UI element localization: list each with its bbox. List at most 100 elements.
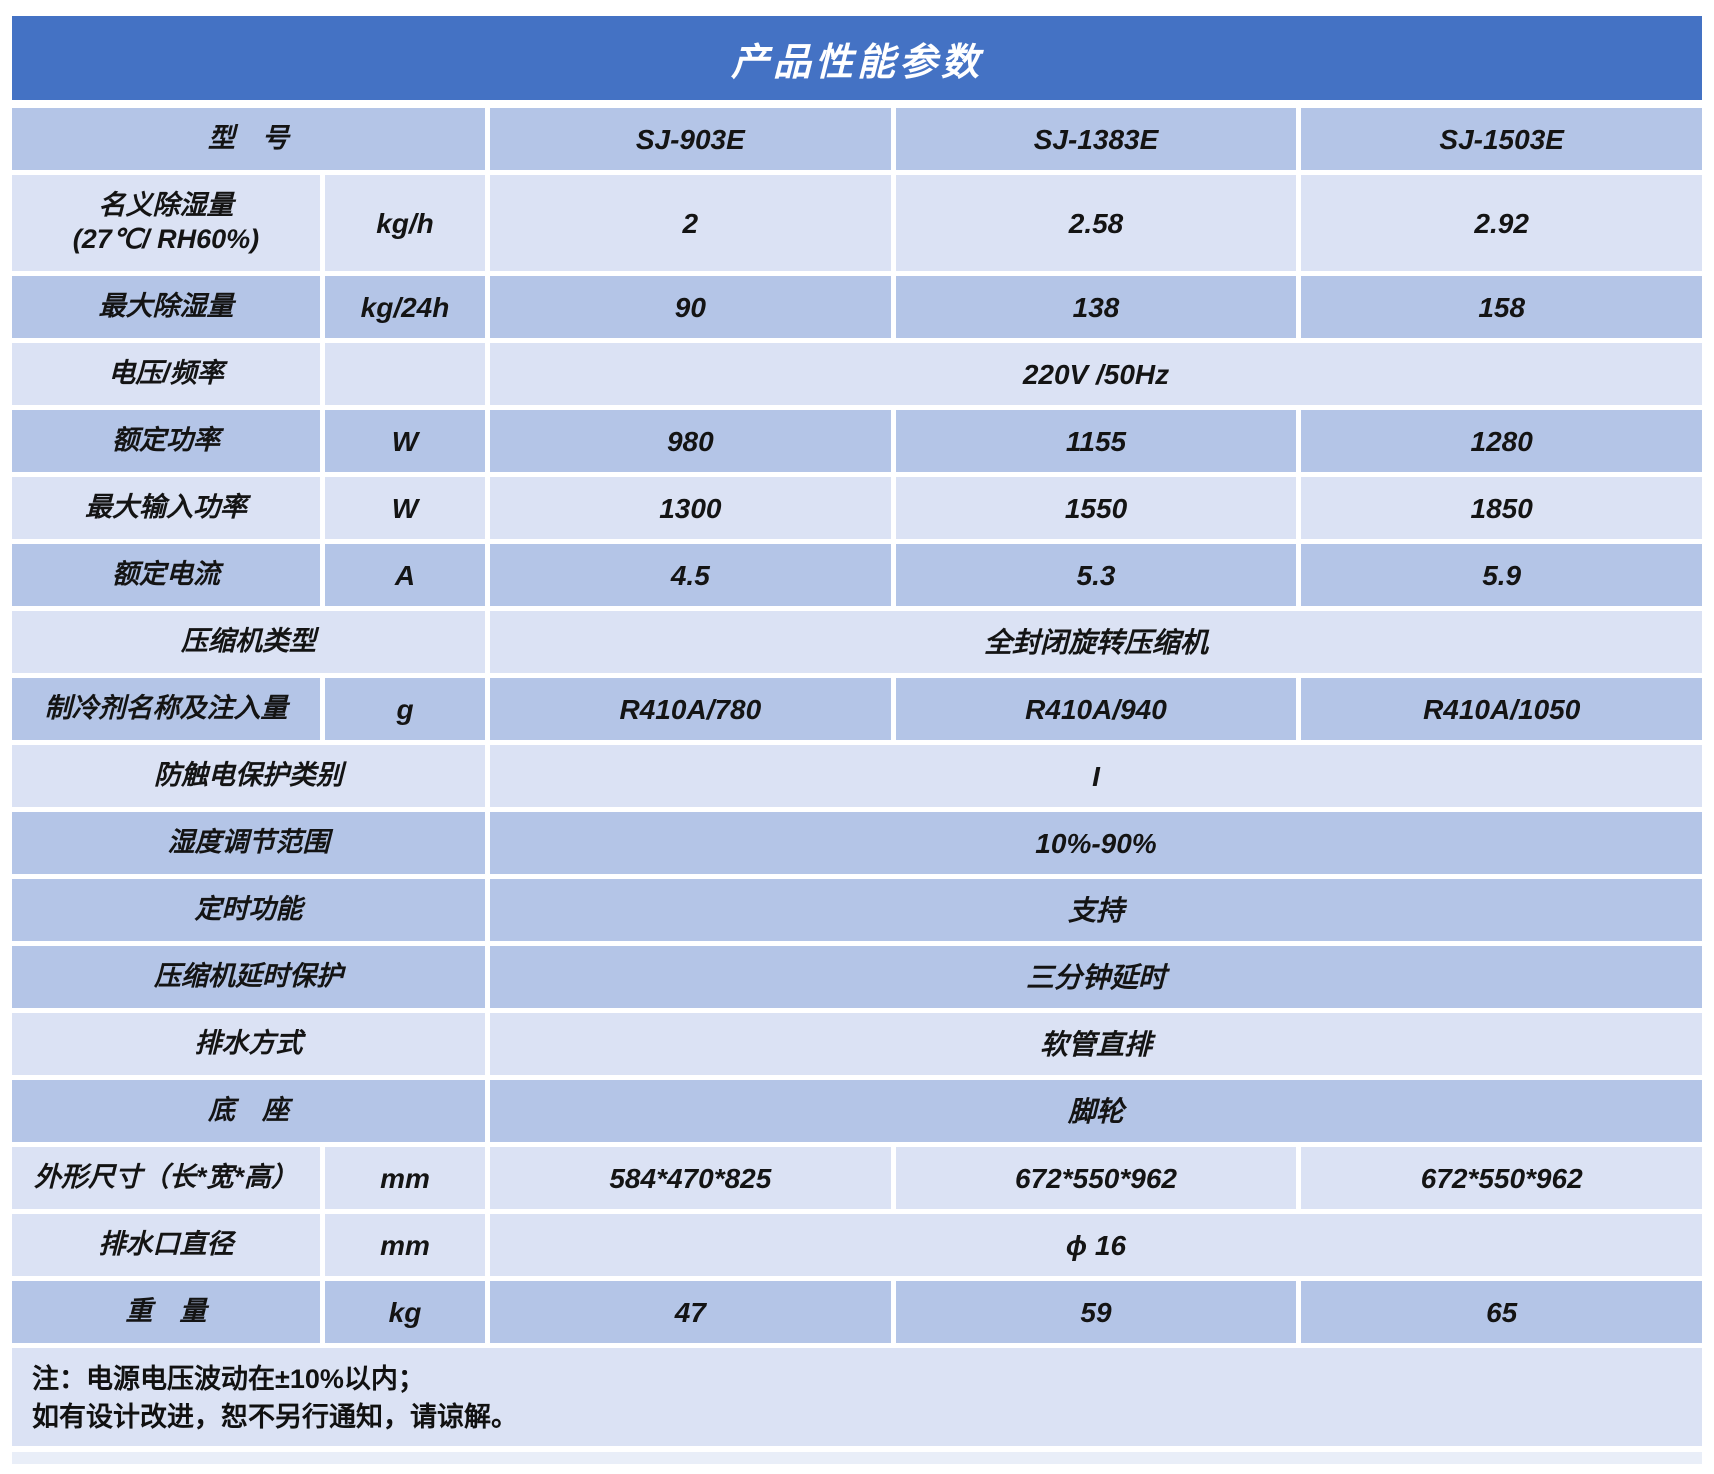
table-row: 排水方式 软管直排 bbox=[12, 1013, 1702, 1075]
row-label-text: 制冷剂名称及注入量 bbox=[44, 693, 288, 724]
merged-value: 10%-90% bbox=[490, 812, 1702, 874]
merged-value: 全封闭旋转压缩机 bbox=[490, 611, 1702, 673]
merged-value: ϕ 16 bbox=[490, 1214, 1702, 1276]
row-label-text: 重 量 bbox=[125, 1296, 207, 1327]
spec-value: SJ-1503E bbox=[1301, 108, 1703, 170]
merged-value: 脚轮 bbox=[490, 1080, 1702, 1142]
row-label-text: 最大输入功率 bbox=[85, 492, 247, 523]
table-row: 排水口直径 mm ϕ 16 bbox=[12, 1214, 1702, 1276]
table-row: 制冷剂名称及注入量 g R410A/780 R410A/940 R410A/1050 bbox=[12, 678, 1703, 740]
spec-value: 2.92 bbox=[1301, 175, 1703, 271]
row-unit: g bbox=[325, 678, 485, 740]
bottom-strip bbox=[12, 1452, 1702, 1464]
row-label-text: 额定功率 bbox=[112, 425, 220, 456]
row-label-text: 型 号 bbox=[208, 123, 289, 154]
spec-value: 5.9 bbox=[1301, 544, 1703, 606]
table-row: 外形尺寸（长*宽*高） mm 584*470*825 672*550*962 672*5… bbox=[12, 1147, 1703, 1209]
row-label: 排水方式 bbox=[12, 1013, 485, 1075]
spec-value: 1550 bbox=[895, 477, 1297, 539]
merged-value: I bbox=[490, 745, 1702, 807]
spec-value: 138 bbox=[895, 276, 1297, 338]
spec-value: 584*470*825 bbox=[490, 1147, 891, 1209]
footer-note: 注：电源电压波动在±10%以内； 如有设计改进，恕不另行通知，请谅解。 bbox=[12, 1348, 1702, 1446]
merged-value: 软管直排 bbox=[490, 1013, 1702, 1075]
row-label-text: 额定电流 bbox=[112, 559, 220, 590]
row-label-text: 最大除湿量 bbox=[98, 291, 234, 322]
spec-value: SJ-903E bbox=[490, 108, 891, 170]
row-label: 电压/频率 bbox=[12, 343, 320, 405]
row-unit: W bbox=[325, 477, 485, 539]
spec-value: 59 bbox=[895, 1281, 1297, 1343]
row-unit: kg bbox=[325, 1281, 485, 1343]
row-label-text: 压缩机延时保护 bbox=[154, 961, 343, 992]
spec-value: 1300 bbox=[490, 477, 891, 539]
spec-value: 1280 bbox=[1301, 410, 1703, 472]
row-label-text: 底 座 bbox=[208, 1095, 289, 1126]
row-unit: kg/h bbox=[325, 175, 485, 271]
row-label: 最大输入功率 bbox=[12, 477, 320, 539]
spec-value: 672*550*962 bbox=[1301, 1147, 1703, 1209]
row-label-text: 名义除湿量 bbox=[98, 190, 234, 221]
spec-value: SJ-1383E bbox=[895, 108, 1297, 170]
spec-value: R410A/780 bbox=[490, 678, 891, 740]
table-row: 最大除湿量 kg/24h 90 138 158 bbox=[12, 276, 1703, 338]
row-unit: A bbox=[325, 544, 485, 606]
row-label-text: 外形尺寸（长*宽*高） bbox=[33, 1162, 298, 1193]
table-row: 防触电保护类别 I bbox=[12, 745, 1702, 807]
row-label: 压缩机类型 bbox=[12, 611, 485, 673]
spec-table: 型 号 SJ-903E SJ-1383E SJ-1503E 名义除湿量 (27℃/ RH6… bbox=[12, 108, 1703, 1343]
table-row: 压缩机类型 全封闭旋转压缩机 bbox=[12, 611, 1702, 673]
row-unit bbox=[325, 343, 485, 405]
spec-value: R410A/1050 bbox=[1301, 678, 1703, 740]
spec-value: 1850 bbox=[1301, 477, 1703, 539]
row-label-text: 排水口直径 bbox=[98, 1229, 234, 1260]
table-row: 底 座 脚轮 bbox=[12, 1080, 1702, 1142]
row-label-text: 排水方式 bbox=[194, 1028, 303, 1059]
table-row: 重 量 kg 47 59 65 bbox=[12, 1281, 1703, 1343]
row-label: 压缩机延时保护 bbox=[12, 946, 485, 1008]
spec-value: 2.58 bbox=[895, 175, 1297, 271]
table-row: 压缩机延时保护 三分钟延时 bbox=[12, 946, 1702, 1008]
spec-value: 1155 bbox=[895, 410, 1297, 472]
row-label: 型 号 bbox=[12, 108, 485, 170]
row-label: 定时功能 bbox=[12, 879, 485, 941]
spec-value: 980 bbox=[490, 410, 891, 472]
merged-value: 三分钟延时 bbox=[490, 946, 1702, 1008]
merged-value: 支持 bbox=[490, 879, 1702, 941]
row-unit: W bbox=[325, 410, 485, 472]
row-label: 防触电保护类别 bbox=[12, 745, 485, 807]
spec-value: 90 bbox=[490, 276, 891, 338]
row-unit: mm bbox=[325, 1214, 485, 1276]
spec-value: 672*550*962 bbox=[895, 1147, 1297, 1209]
row-label: 排水口直径 bbox=[12, 1214, 320, 1276]
table-row: 额定功率 W 980 1155 1280 bbox=[12, 410, 1703, 472]
title-bar: 产品性能参数 bbox=[12, 16, 1702, 100]
row-label: 外形尺寸（长*宽*高） bbox=[12, 1147, 320, 1209]
spec-value: 5.3 bbox=[895, 544, 1297, 606]
spec-value: 47 bbox=[490, 1281, 891, 1343]
table-row: 电压/频率 220V /50Hz bbox=[12, 343, 1702, 405]
row-unit: kg/24h bbox=[325, 276, 485, 338]
row-label: 最大除湿量 bbox=[12, 276, 320, 338]
row-label: 湿度调节范围 bbox=[12, 812, 485, 874]
row-label: 制冷剂名称及注入量 bbox=[12, 678, 320, 740]
row-label-subtext: (27℃/ RH60%) bbox=[72, 224, 260, 254]
row-label: 额定功率 bbox=[12, 410, 320, 472]
merged-value: 220V /50Hz bbox=[490, 343, 1702, 405]
table-row: 湿度调节范围 10%-90% bbox=[12, 812, 1702, 874]
spec-value: 65 bbox=[1301, 1281, 1703, 1343]
footer-note-line-2: 如有设计改进，恕不另行通知，请谅解。 bbox=[32, 1402, 518, 1432]
table-row: 型 号 SJ-903E SJ-1383E SJ-1503E bbox=[12, 108, 1703, 170]
row-label-text: 定时功能 bbox=[194, 894, 303, 925]
footer-note-line-1: 注：电源电压波动在±10%以内； bbox=[32, 1364, 425, 1394]
spec-value: 4.5 bbox=[490, 544, 891, 606]
table-row: 定时功能 支持 bbox=[12, 879, 1702, 941]
row-label-text: 湿度调节范围 bbox=[167, 827, 330, 858]
row-label: 额定电流 bbox=[12, 544, 320, 606]
row-label-text: 防触电保护类别 bbox=[154, 760, 343, 791]
row-label: 底 座 bbox=[12, 1080, 485, 1142]
row-label: 重 量 bbox=[12, 1281, 320, 1343]
row-label-text: 压缩机类型 bbox=[181, 626, 316, 657]
row-label: 名义除湿量 (27℃/ RH60%) bbox=[12, 175, 320, 271]
